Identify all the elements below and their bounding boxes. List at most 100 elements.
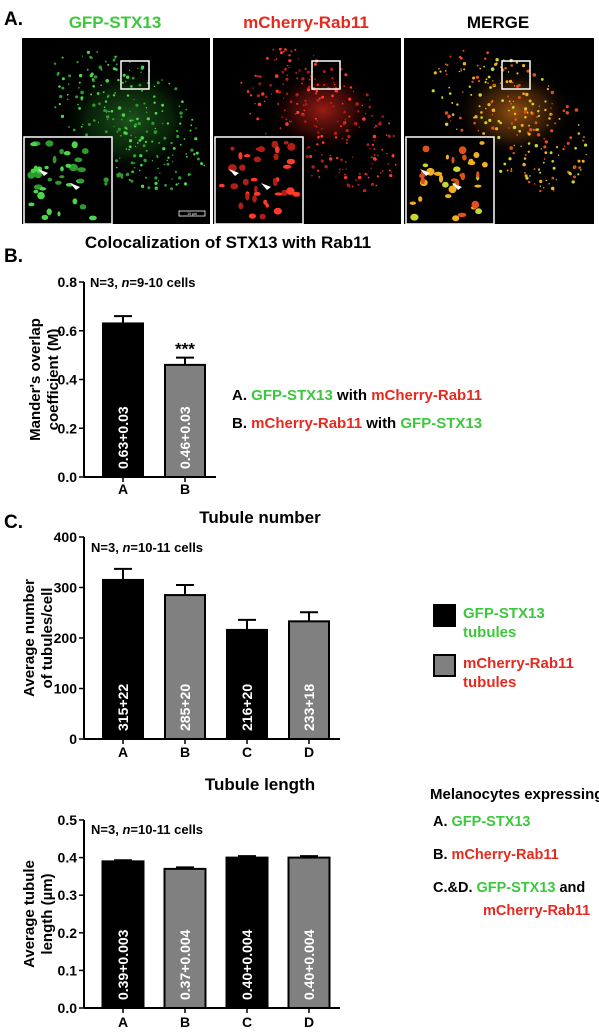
punctum — [316, 83, 319, 87]
inset-punctum — [409, 201, 416, 205]
punctum — [130, 85, 133, 88]
punctum — [285, 122, 289, 126]
cell-signal-glow — [454, 66, 574, 158]
punctum — [56, 73, 60, 76]
punctum — [313, 62, 317, 66]
inset-puncta — [409, 141, 488, 222]
punctum — [314, 78, 316, 81]
inset-punctum — [433, 171, 443, 176]
legend-entry: A. GFP-STX13 — [433, 814, 531, 830]
punctum — [119, 173, 124, 177]
punctum — [333, 81, 335, 84]
punctum — [537, 114, 541, 118]
punctum — [381, 115, 384, 118]
punctum — [337, 120, 339, 123]
inset-punctum — [476, 171, 480, 178]
punctum — [277, 90, 281, 94]
punctum — [550, 113, 553, 116]
punctum — [318, 97, 321, 100]
micrograph-merge: MERGE — [404, 13, 594, 225]
inset-punctum — [287, 143, 296, 151]
punctum — [480, 111, 483, 114]
punctum — [555, 179, 558, 181]
punctum — [290, 120, 293, 123]
punctum — [315, 125, 318, 128]
legend-entry: B. mCherry-Rab11 with GFP-STX13 — [232, 415, 482, 432]
inset-punctum — [103, 177, 109, 183]
inset-punctum — [245, 193, 250, 201]
punctum — [306, 88, 310, 92]
punctum — [489, 86, 492, 89]
punctum — [518, 83, 521, 87]
punctum — [336, 156, 339, 160]
punctum — [333, 83, 336, 86]
punctum — [58, 85, 61, 88]
y-axis-label: Average number — [21, 579, 38, 697]
punctum — [534, 121, 538, 125]
punctum — [537, 110, 540, 113]
zoom-box — [311, 60, 341, 90]
punctum — [473, 116, 476, 119]
punctum — [301, 113, 305, 117]
legend-entry: A. GFP-STX13 with mCherry-Rab11 — [232, 387, 482, 404]
punctum — [270, 93, 273, 95]
punctum — [539, 185, 541, 187]
punctum — [285, 77, 289, 81]
punctum — [304, 103, 308, 106]
punctum — [381, 170, 384, 173]
punctum — [186, 155, 188, 158]
punctum — [297, 58, 300, 60]
inset-punctum — [471, 200, 480, 209]
punctum — [438, 68, 440, 70]
punctum — [542, 161, 545, 164]
punctum — [562, 109, 566, 112]
y-tick-label: 0.6 — [58, 323, 78, 339]
punctum — [304, 120, 307, 123]
punctum — [584, 143, 588, 147]
punctum — [509, 146, 513, 150]
punctum — [288, 66, 290, 69]
inset-punctum — [479, 141, 485, 145]
punctum — [193, 153, 196, 156]
punctum — [392, 153, 395, 156]
punctum — [126, 94, 130, 97]
punctum — [372, 134, 377, 139]
punctum — [444, 70, 447, 72]
bar-value-label: 315+22 — [115, 684, 131, 731]
scale-bar — [178, 210, 206, 217]
puncta-layer — [431, 49, 588, 193]
punctum — [133, 166, 136, 169]
punctum — [75, 95, 79, 99]
punctum — [285, 92, 289, 96]
punctum — [458, 55, 462, 59]
punctum — [286, 74, 288, 76]
punctum — [133, 162, 136, 164]
punctum — [167, 156, 170, 159]
bar-value-label: 0.63+0.03 — [115, 406, 131, 469]
punctum — [550, 129, 554, 133]
punctum — [516, 134, 518, 136]
punctum — [578, 166, 581, 170]
punctum — [302, 104, 305, 107]
punctum — [500, 66, 502, 68]
punctum — [68, 83, 70, 85]
punctum — [577, 159, 581, 163]
punctum — [131, 170, 134, 174]
punctum — [92, 79, 95, 83]
punctum — [441, 97, 444, 99]
punctum — [535, 128, 538, 131]
punctum — [387, 134, 391, 138]
micrograph-title-mcherry: mCherry-Rab11 — [243, 13, 369, 32]
punctum — [76, 61, 79, 64]
punctum — [317, 131, 320, 134]
punctum — [298, 69, 301, 72]
punctum — [284, 48, 287, 51]
punctum — [373, 157, 377, 161]
arrowhead-icon — [452, 183, 462, 190]
punctum — [334, 136, 338, 139]
punctum — [321, 95, 325, 99]
punctum — [104, 130, 108, 134]
punctum — [330, 67, 334, 71]
y-tick-label: 200 — [54, 630, 78, 646]
arrowhead-icon — [229, 169, 239, 176]
